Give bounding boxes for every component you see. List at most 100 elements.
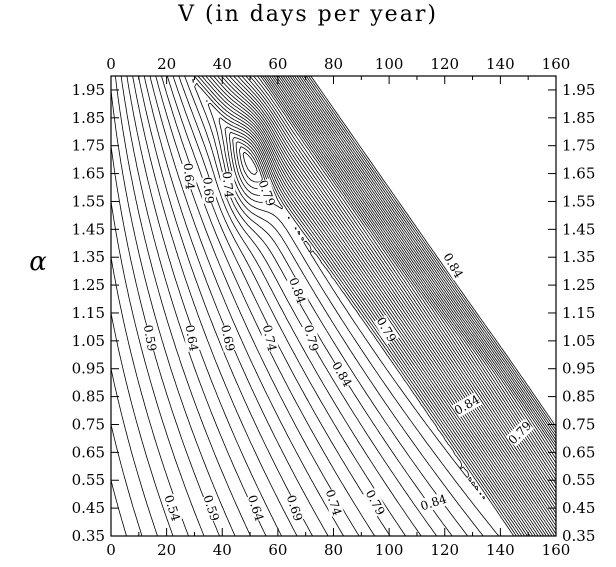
contour-label: 0.64 xyxy=(182,324,200,353)
contour-label-bg xyxy=(182,324,201,353)
x-tick-label-top: 160 xyxy=(542,55,571,73)
y-tick-label-right: 0.55 xyxy=(562,471,595,489)
contour-label-bg xyxy=(362,487,388,518)
contour-label-bg xyxy=(373,314,399,345)
y-tick-label-left: 0.75 xyxy=(72,415,105,433)
contour-label: 0.74 xyxy=(323,488,345,518)
y-tick-label-right: 0.95 xyxy=(562,360,595,378)
y-tick-label-left: 0.35 xyxy=(72,527,105,545)
contour-line xyxy=(161,75,536,537)
y-tick-label-left: 1.65 xyxy=(72,165,105,183)
contour-line xyxy=(206,100,520,537)
contour-line xyxy=(120,75,555,537)
contour-line xyxy=(132,75,550,537)
contour-line xyxy=(269,75,557,498)
x-tick-label-top: 60 xyxy=(268,55,287,73)
contour-line xyxy=(273,75,557,489)
contour-label: 0.79 xyxy=(374,315,399,345)
contour-label: 0.64 xyxy=(181,162,197,190)
contour-line xyxy=(155,75,539,537)
contour-label-bg xyxy=(440,250,466,281)
contour-line xyxy=(287,75,557,464)
contour-line xyxy=(110,75,557,537)
contour-label-bg xyxy=(200,493,222,523)
y-tick-label-right: 1.55 xyxy=(562,192,595,210)
contour-labels: 0.54 0.59 0.64 0.69 0.74 0.79 0.840.59 0.64 0.69… xyxy=(141,162,535,523)
y-tick-label-right: 1.25 xyxy=(562,276,595,294)
y-tick-label-right: 1.45 xyxy=(562,220,595,238)
y-tick-label-right: 0.85 xyxy=(562,388,595,406)
x-tick-label-bottom: 40 xyxy=(213,541,232,559)
x-tick-label-bottom: 140 xyxy=(486,541,515,559)
contour-label-bg xyxy=(244,493,267,523)
contour-label: 0.84 xyxy=(286,276,308,306)
y-tick-label-right: 1.75 xyxy=(562,137,595,155)
y-tick-label-left: 1.45 xyxy=(72,220,105,238)
contour-label: 0.79 xyxy=(301,323,321,352)
contour-label: 0.54 xyxy=(161,493,183,523)
contour-label-bg xyxy=(505,418,534,447)
contour-label-bg xyxy=(200,176,217,204)
y-tick-label-left: 1.55 xyxy=(72,192,105,210)
y-tick-label-left: 1.95 xyxy=(72,81,105,99)
contour-label-bg xyxy=(161,493,183,523)
contour-line xyxy=(289,75,557,460)
y-tick-label-left: 1.25 xyxy=(72,276,105,294)
contour-lines xyxy=(110,75,557,537)
contour-label-bg xyxy=(329,359,355,390)
y-tick-label-right: 1.95 xyxy=(562,81,595,99)
contour-line xyxy=(138,75,547,537)
y-tick-label-right: 1.35 xyxy=(562,248,595,266)
contour-label: 0.74 xyxy=(260,324,279,353)
contour-line xyxy=(218,117,517,537)
x-tick-label-top: 0 xyxy=(106,55,116,73)
contour-label: 0.69 xyxy=(284,493,306,523)
x-tick-label-top: 120 xyxy=(430,55,459,73)
contour-label-bg xyxy=(452,392,482,418)
contour-line xyxy=(282,75,557,472)
x-tick-label-bottom: 60 xyxy=(268,541,287,559)
y-tick-label-right: 0.75 xyxy=(562,415,595,433)
contour-line xyxy=(308,75,557,431)
contour-line xyxy=(296,75,557,447)
contour-label: 0.59 xyxy=(141,324,159,353)
contour-line xyxy=(271,75,557,493)
contour-line xyxy=(110,75,557,537)
contour-line xyxy=(239,146,263,183)
contour-line xyxy=(294,75,557,451)
x-tick-label-bottom: 80 xyxy=(324,541,343,559)
contour-line xyxy=(166,75,534,537)
y-tick-label-left: 0.95 xyxy=(72,360,105,378)
y-tick-label-left: 0.65 xyxy=(72,443,105,461)
y-tick-label-left: 1.05 xyxy=(72,332,105,350)
contour-label-bg xyxy=(180,162,197,190)
x-tick-label-bottom: 100 xyxy=(375,541,404,559)
contour-label: 0.69 xyxy=(218,324,237,353)
contour-line xyxy=(192,78,523,537)
contour-line xyxy=(285,75,557,468)
contour-line xyxy=(242,151,258,176)
y-tick-label-left: 1.85 xyxy=(72,109,105,127)
y-tick-label-left: 1.75 xyxy=(72,137,105,155)
contour-line xyxy=(110,75,557,537)
contour-label-bg xyxy=(219,171,236,199)
contour-label-bg xyxy=(218,323,238,353)
contour-label: 0.79 xyxy=(363,487,388,517)
x-tick-label-top: 100 xyxy=(375,55,404,73)
contour-line xyxy=(143,75,545,537)
contour-line xyxy=(110,75,557,537)
contour-label-bg xyxy=(419,491,449,514)
contour-line xyxy=(149,75,542,537)
x-tick-label-top: 80 xyxy=(324,55,343,73)
axes: 0 0 20 20 40 40 60 60 80 80 100 100 120 120 140 140 160 1… xyxy=(72,55,596,559)
contour-line xyxy=(305,75,557,434)
y-tick-label-right: 1.85 xyxy=(562,109,595,127)
contour-label-bg xyxy=(322,488,345,518)
contour-label: 0.84 xyxy=(329,359,355,389)
x-tick-label-bottom: 120 xyxy=(430,541,459,559)
x-tick-label-top: 40 xyxy=(213,55,232,73)
contour-label-bg xyxy=(286,276,309,306)
contour-line xyxy=(301,75,557,441)
y-tick-label-left: 0.85 xyxy=(72,388,105,406)
